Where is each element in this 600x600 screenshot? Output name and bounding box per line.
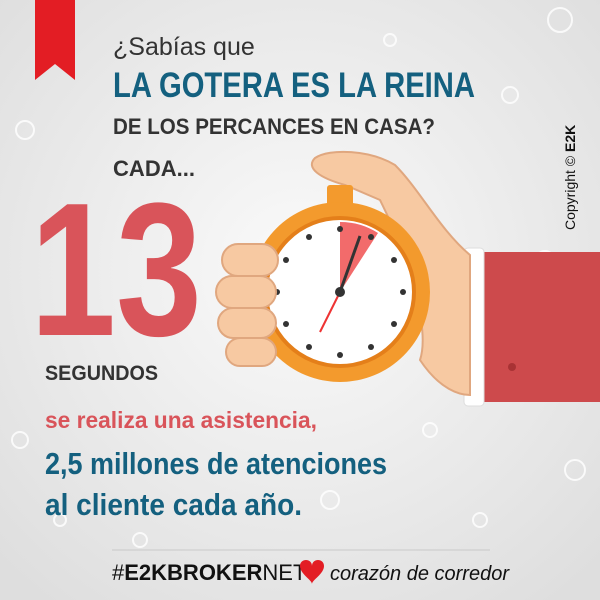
watch-ticks	[274, 226, 406, 358]
elapsed-sector	[340, 221, 378, 292]
hash-brand: E2K	[124, 560, 167, 585]
second-hand	[319, 291, 341, 333]
copyright-text: Copyright ©	[562, 155, 578, 230]
hash-net: NET	[262, 560, 306, 585]
crown	[327, 185, 353, 207]
fingers	[215, 243, 279, 367]
body-line: se realiza una asistencia,	[45, 407, 317, 433]
stat-number: 13	[30, 164, 202, 376]
headline: LA GOTERA ES LA REINA	[113, 66, 475, 105]
hashtag: #E2KBROKERNET	[112, 560, 306, 585]
hash: #	[112, 560, 125, 585]
minute-hand	[338, 235, 362, 293]
ribbon	[35, 0, 75, 80]
copyright: Copyright © E2K	[562, 125, 578, 230]
intro: ¿Sabías que	[113, 33, 255, 61]
hash-broker: BROKER	[167, 560, 262, 585]
body-line: 2,5 millones de atenciones	[45, 446, 387, 481]
heart	[300, 560, 324, 584]
watch-center	[335, 287, 345, 297]
button	[508, 363, 516, 371]
lead: CADA...	[113, 156, 195, 181]
subheadline: DE LOS PERCANCES EN CASA?	[113, 114, 435, 139]
sleeve	[478, 252, 600, 402]
stat-unit: SEGUNDOS	[45, 362, 158, 385]
copyright-brand: E2K	[562, 125, 578, 152]
tagline: corazón de corredor	[330, 563, 510, 585]
hand	[310, 150, 471, 397]
body-line: al cliente cada año.	[45, 487, 302, 522]
